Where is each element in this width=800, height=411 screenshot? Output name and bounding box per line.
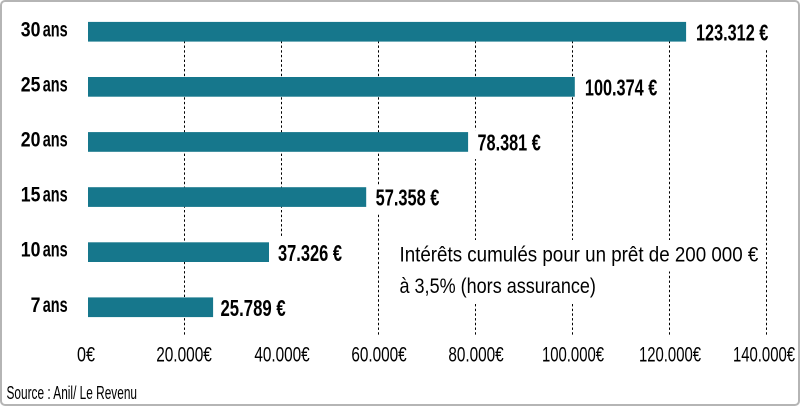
- svg-text:7: 7: [31, 293, 41, 317]
- svg-text:ans: ans: [43, 183, 68, 206]
- svg-text:120.000€: 120.000€: [639, 342, 701, 366]
- svg-text:ans: ans: [43, 73, 68, 96]
- svg-text:140.000€: 140.000€: [733, 342, 795, 366]
- svg-text:ans: ans: [43, 128, 68, 151]
- svg-text:37.326 €: 37.326 €: [278, 241, 342, 266]
- svg-text:25: 25: [21, 73, 41, 97]
- svg-text:40.000€: 40.000€: [254, 342, 310, 366]
- svg-text:20.000€: 20.000€: [156, 342, 212, 366]
- svg-text:100.000€: 100.000€: [542, 342, 604, 366]
- svg-text:Source : Anil/ Le Revenu: Source : Anil/ Le Revenu: [7, 384, 138, 404]
- svg-text:60.000€: 60.000€: [351, 342, 407, 366]
- svg-text:123.312 €: 123.312 €: [696, 21, 768, 46]
- svg-text:ans: ans: [43, 293, 68, 316]
- svg-text:78.381 €: 78.381 €: [478, 131, 541, 156]
- svg-text:Intérêts cumulés pour un prêt: Intérêts cumulés pour un prêt de 200 000…: [400, 244, 759, 267]
- svg-text:80.000€: 80.000€: [448, 342, 504, 366]
- svg-text:ans: ans: [43, 238, 68, 261]
- svg-text:à 3,5% (hors assurance): à 3,5% (hors assurance): [400, 275, 596, 299]
- svg-text:25.789 €: 25.789 €: [221, 296, 286, 321]
- svg-text:100.374 €: 100.374 €: [585, 76, 657, 101]
- svg-text:15: 15: [21, 183, 41, 207]
- svg-text:57.358 €: 57.358 €: [376, 186, 440, 211]
- svg-text:10: 10: [21, 238, 41, 262]
- svg-text:20: 20: [21, 128, 41, 152]
- svg-text:0€: 0€: [77, 343, 95, 367]
- svg-text:30: 30: [21, 18, 41, 42]
- svg-text:ans: ans: [43, 18, 68, 41]
